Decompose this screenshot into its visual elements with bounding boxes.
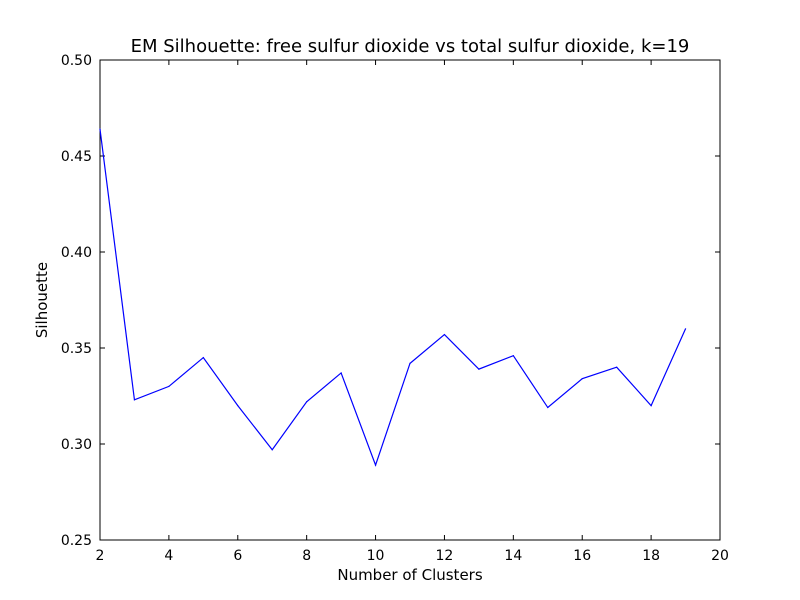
data-point [133, 399, 136, 401]
data-point [409, 362, 411, 364]
x-tick-label: 2 [96, 548, 105, 564]
y-tick-label: 0.45 [61, 149, 92, 165]
data-point [650, 405, 652, 407]
data-point [512, 355, 514, 357]
y-tick-label: 0.25 [61, 533, 92, 549]
chart-title: EM Silhouette: free sulfur dioxide vs to… [131, 36, 690, 57]
x-tick-label: 14 [504, 548, 522, 564]
data-point [684, 328, 687, 330]
data-point [374, 464, 377, 466]
x-tick-label: 20 [711, 548, 729, 564]
x-tick-label: 16 [573, 548, 591, 564]
data-point [168, 385, 170, 387]
data-point [581, 378, 583, 380]
data-point [616, 366, 618, 368]
x-tick-label: 10 [367, 548, 385, 564]
y-tick-label: 0.35 [61, 341, 92, 357]
x-axis-label: Number of Clusters [337, 566, 482, 584]
data-point [340, 372, 342, 374]
data-point [237, 405, 239, 407]
x-tick-label: 12 [436, 548, 454, 564]
data-point [478, 368, 480, 370]
data-point [271, 449, 273, 451]
x-tick-label: 8 [302, 548, 311, 564]
plot-frame [99, 59, 721, 541]
data-point [306, 401, 308, 403]
series-line [99, 129, 687, 467]
data-point [547, 406, 549, 409]
x-tick-label: 6 [233, 548, 242, 564]
y-axis-label: Silhouette [33, 262, 51, 338]
plot-area: 2 4 6 8 10 12 14 16 18 20 0.25 0.30 0.35 0.40 0.45 0.50 [61, 53, 729, 564]
y-tick-label: 0.40 [61, 245, 92, 261]
data-point [202, 357, 204, 359]
y-tick-label: 0.30 [61, 437, 92, 453]
y-tick-label: 0.50 [61, 53, 92, 69]
x-tick-label: 18 [642, 548, 660, 564]
data-point [99, 128, 101, 130]
data-point [443, 333, 446, 336]
x-tick-label: 4 [164, 548, 173, 564]
